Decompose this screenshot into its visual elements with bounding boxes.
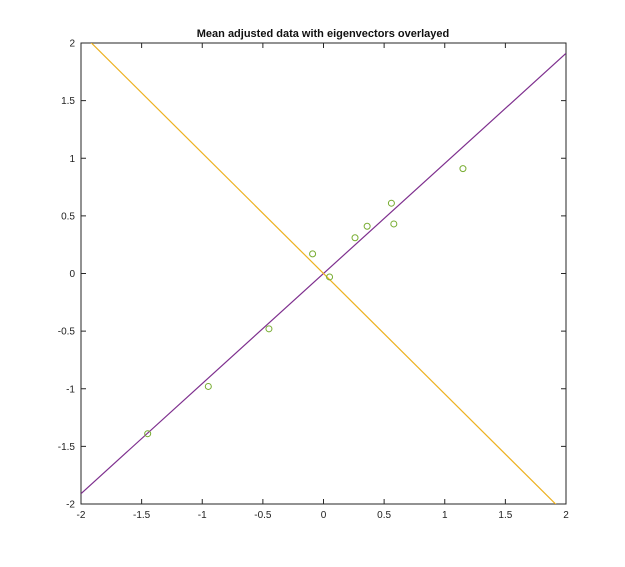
y-tick-label: -2 <box>66 500 75 511</box>
x-tick-label: 1 <box>442 510 448 521</box>
y-tick-label: -1 <box>66 384 75 395</box>
y-tick-label: 1 <box>69 154 75 165</box>
x-tick-label: -1.5 <box>133 510 151 521</box>
data-point <box>326 273 334 281</box>
y-tick-label: 2 <box>69 39 75 50</box>
data-points <box>144 165 467 438</box>
y-axis: -2 -1.5 -1 -0.5 0 0.5 1 1.5 2 <box>58 39 566 511</box>
eigenvector-2-line <box>90 43 557 504</box>
eigenvector-lines <box>81 43 566 504</box>
x-tick-label: 1.5 <box>498 510 512 521</box>
x-axis: -2 -1.5 -1 -0.5 0 0.5 1 1.5 2 <box>77 43 569 521</box>
data-point <box>390 220 398 228</box>
x-tick-label: 0.5 <box>377 510 391 521</box>
y-tick-label: -1.5 <box>58 442 76 453</box>
x-tick-label: 2 <box>563 510 569 521</box>
x-tick-label: -1 <box>198 510 207 521</box>
x-tick-label: -0.5 <box>254 510 272 521</box>
data-point <box>144 430 152 438</box>
y-tick-label: -0.5 <box>58 327 76 338</box>
data-point <box>309 250 317 258</box>
chart-title: Mean adjusted data with eigenvectors ove… <box>197 28 449 40</box>
y-tick-label: 0 <box>69 269 75 280</box>
data-point <box>387 199 395 207</box>
data-point <box>265 325 273 333</box>
data-point <box>204 382 212 390</box>
y-tick-label: 0.5 <box>61 211 75 222</box>
x-tick-label: -2 <box>77 510 86 521</box>
y-tick-label: 1.5 <box>61 96 75 107</box>
data-point <box>351 234 359 242</box>
x-tick-label: 0 <box>321 510 327 521</box>
data-point <box>459 165 467 173</box>
data-point <box>363 222 371 230</box>
